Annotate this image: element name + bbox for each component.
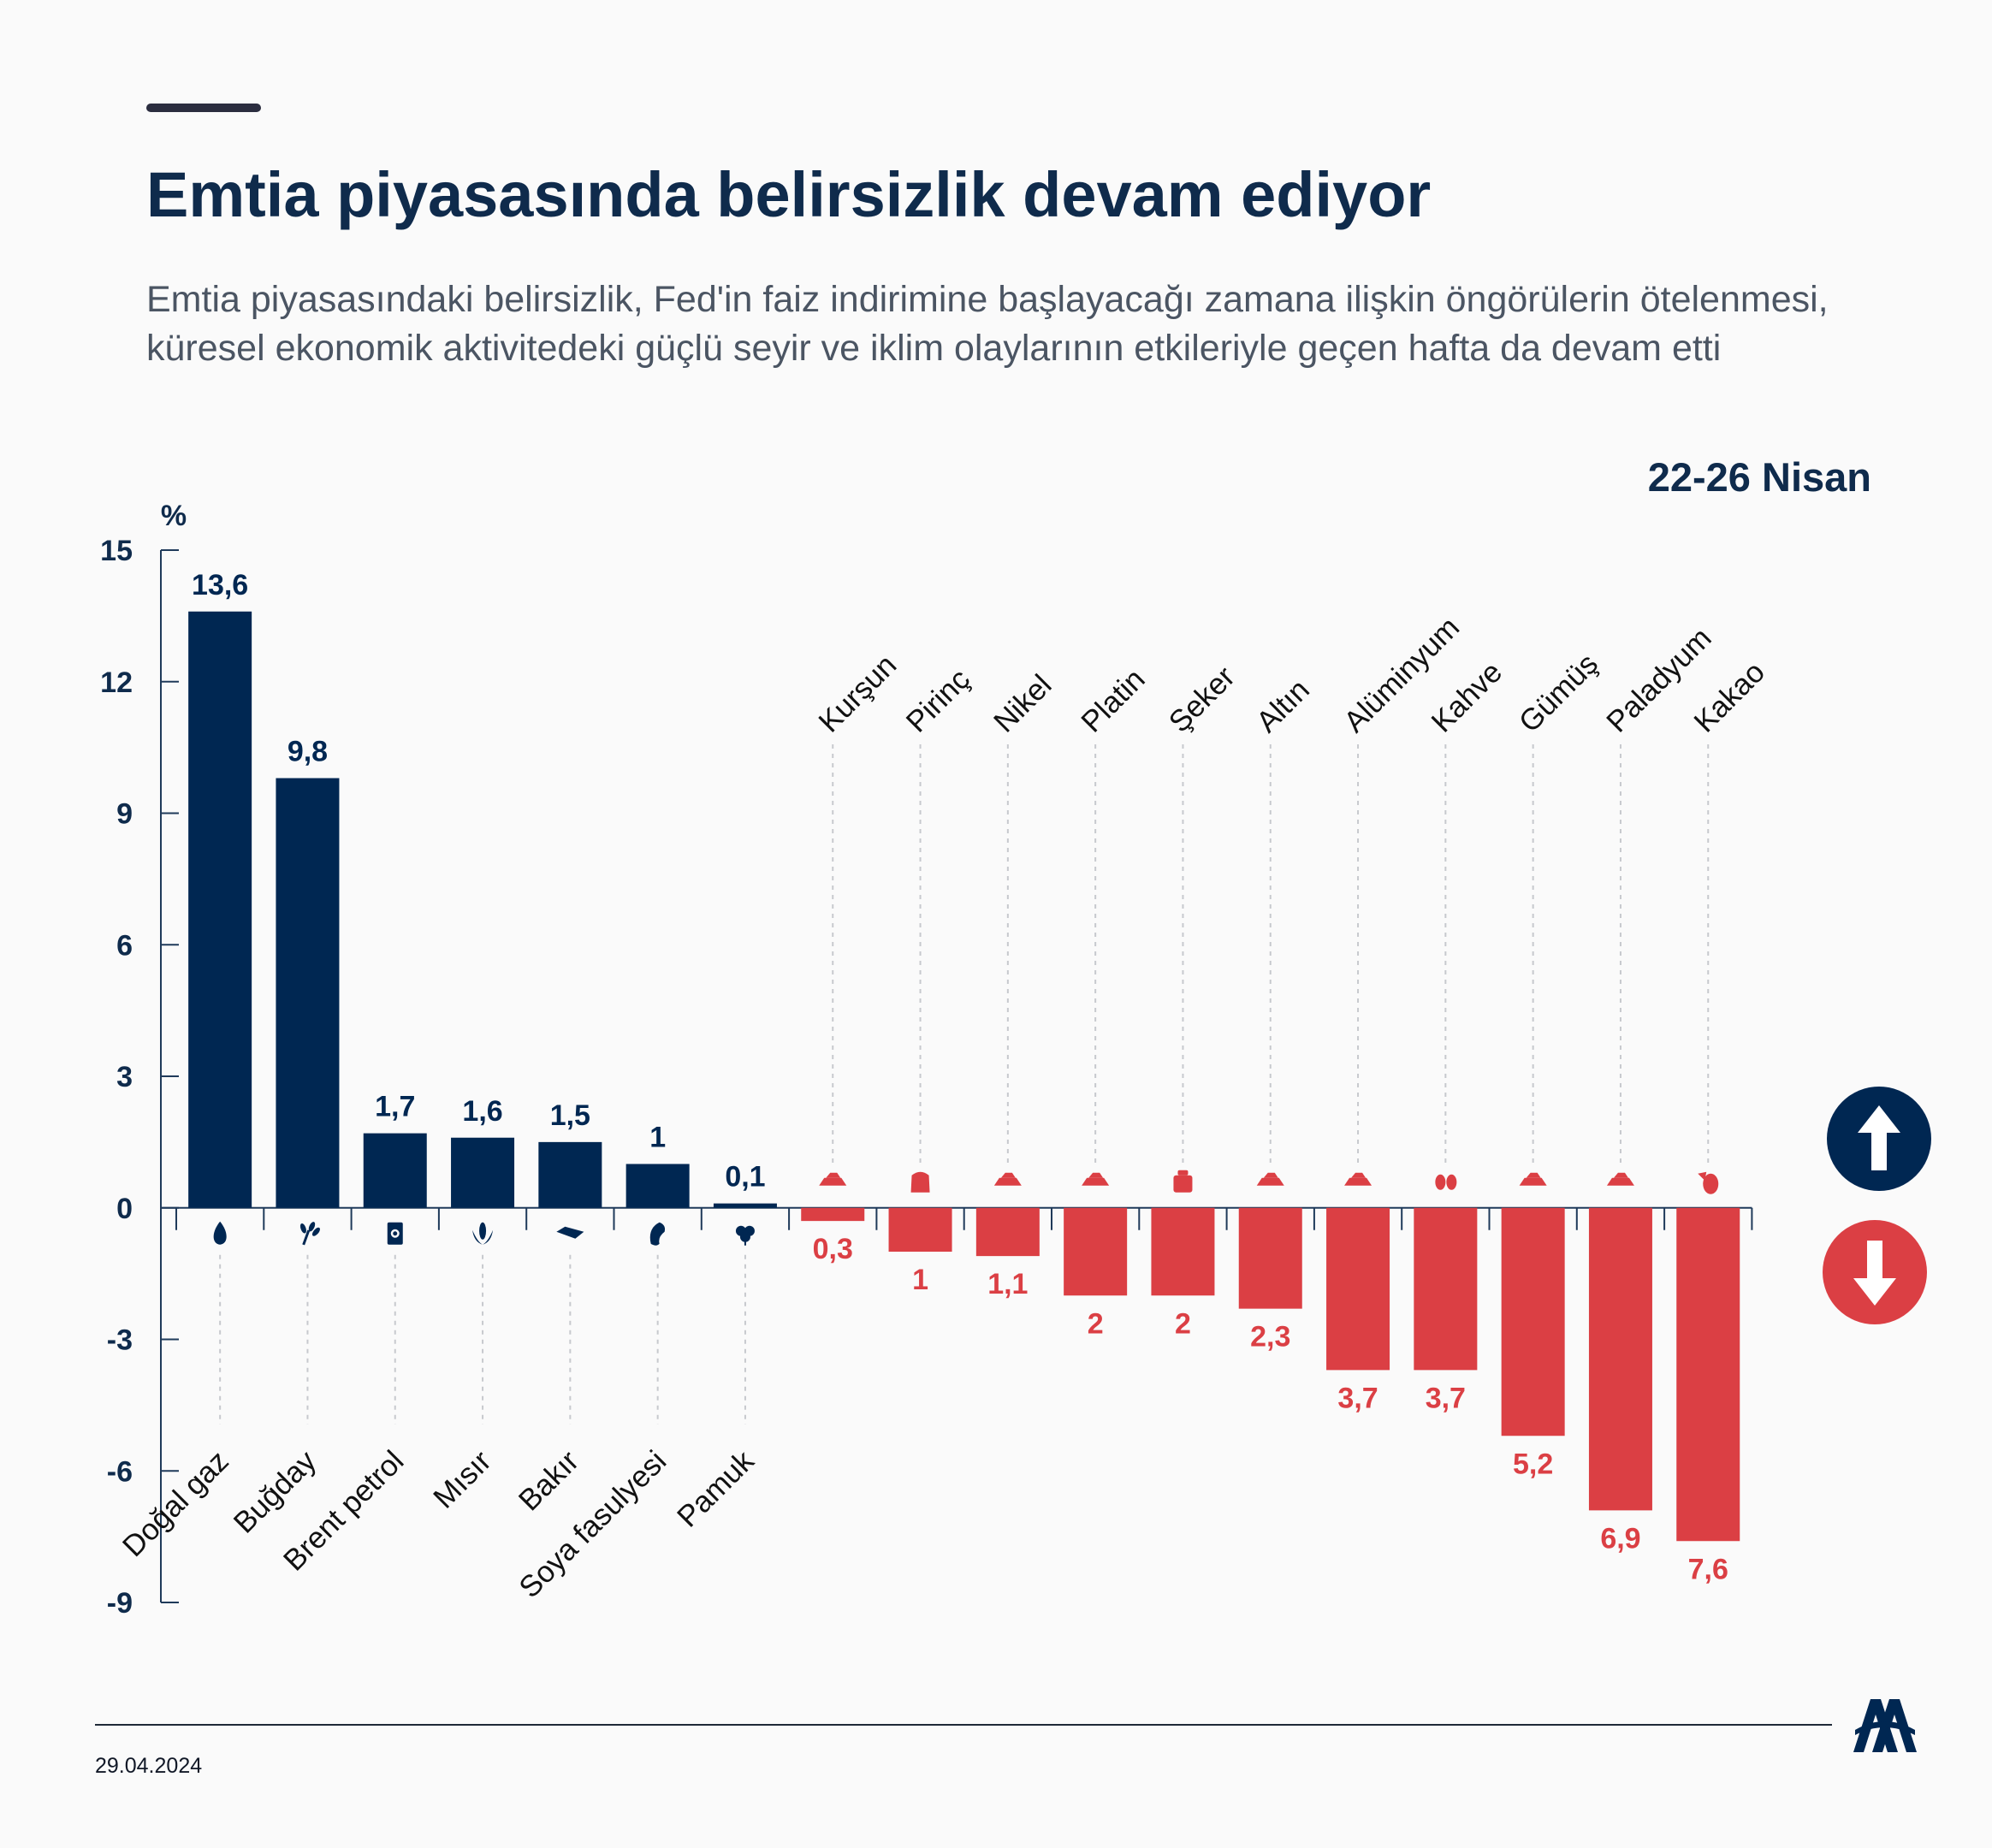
y-tick-label: -6: [107, 1455, 133, 1488]
y-tick-label: 9: [116, 798, 133, 831]
arrow-up-icon: [1858, 1105, 1900, 1170]
bar: [1238, 1207, 1302, 1309]
data-label: 0,1: [725, 1161, 765, 1194]
legend-decrease: [1823, 1220, 1927, 1324]
y-tick-label: 12: [100, 666, 133, 699]
category-label: Pamuk: [671, 1444, 761, 1534]
y-tick-label: 0: [116, 1193, 133, 1225]
metal-ingot-icon: [1344, 1172, 1372, 1186]
bar: [888, 1207, 952, 1252]
data-label: 1,1: [987, 1268, 1028, 1300]
data-label: 2: [1175, 1307, 1191, 1340]
arrow-down-icon: [1853, 1241, 1896, 1306]
data-label: 13,6: [192, 569, 248, 601]
data-label: 6,9: [1600, 1522, 1640, 1555]
data-label: 0,3: [813, 1233, 853, 1265]
category-label: Bakır: [513, 1444, 586, 1518]
bar: [1676, 1207, 1740, 1542]
category-label: Nikel: [987, 668, 1058, 739]
sugar-sack-icon: [1173, 1170, 1193, 1193]
footer-divider: [95, 1724, 1832, 1726]
bar: [1326, 1207, 1390, 1371]
y-tick-label: 15: [100, 535, 133, 567]
date-range: 22-26 Nisan: [1647, 454, 1871, 500]
data-label: 1,7: [375, 1091, 415, 1123]
bar: [1414, 1207, 1478, 1371]
cotton-icon: [735, 1225, 755, 1246]
bar: [625, 1164, 690, 1208]
metal-ingot-icon: [1082, 1172, 1110, 1186]
coffee-bean-icon: [1435, 1174, 1457, 1190]
category-label: Altın: [1250, 673, 1316, 739]
wheat-icon: [299, 1222, 320, 1246]
data-label: 1: [912, 1264, 928, 1296]
metal-ingot-icon: [819, 1172, 847, 1186]
data-label: 1,5: [550, 1099, 590, 1132]
bar: [1588, 1207, 1652, 1511]
metal-ingot-icon: [1519, 1172, 1547, 1186]
flame-icon: [213, 1221, 227, 1245]
bar: [713, 1203, 777, 1208]
data-label: 9,8: [288, 736, 328, 768]
data-label: 7,6: [1688, 1553, 1728, 1585]
y-tick-label: 6: [116, 929, 133, 962]
y-tick-label: -9: [107, 1587, 133, 1620]
bar: [1064, 1207, 1128, 1296]
cocoa-pod-icon: [1698, 1171, 1719, 1194]
category-label: Kakao: [1687, 655, 1771, 739]
bar: [538, 1141, 602, 1208]
y-tick-label: 3: [116, 1061, 133, 1093]
page-title: Emtia piyasasında belirsizlik devam ediy…: [146, 159, 1432, 230]
data-label: 1,6: [462, 1095, 502, 1128]
rice-sack-icon: [910, 1171, 930, 1193]
category-label: Platin: [1075, 662, 1151, 738]
category-label: Doğal gaz: [116, 1444, 235, 1563]
metal-ingot-icon: [1606, 1172, 1634, 1186]
data-label: 3,7: [1426, 1382, 1466, 1414]
category-label: Kurşun: [812, 649, 903, 739]
bar: [1501, 1207, 1565, 1436]
bar: [276, 778, 340, 1208]
data-label: 2,3: [1250, 1321, 1290, 1353]
oil-barrel-icon: [387, 1222, 403, 1245]
accent-bar: [146, 104, 261, 112]
bar: [975, 1207, 1040, 1257]
category-label: Şeker: [1163, 660, 1242, 738]
subtitle-line-2: küresel ekonomik aktivitedeki güçlü seyi…: [146, 328, 1722, 369]
y-tick-label: -3: [107, 1324, 133, 1357]
bar: [451, 1137, 515, 1208]
category-label: Pirinç: [900, 662, 976, 738]
y-axis-unit: %: [161, 500, 187, 532]
bar: [1151, 1207, 1215, 1296]
category-label: Kahve: [1425, 655, 1509, 739]
footer-date: 29.04.2024: [95, 1754, 203, 1778]
corn-icon: [472, 1222, 494, 1245]
data-label: 1: [649, 1122, 666, 1154]
copper-icon: [556, 1226, 584, 1239]
aa-logo: [1853, 1699, 1917, 1752]
category-label: Mısır: [427, 1444, 498, 1515]
metal-ingot-icon: [1256, 1172, 1284, 1186]
data-label: 3,7: [1337, 1382, 1378, 1414]
category-label: Gümüş: [1513, 647, 1604, 738]
soybean-icon: [649, 1222, 666, 1246]
legend-increase: [1827, 1087, 1931, 1191]
bar: [363, 1133, 427, 1208]
subtitle-line-1: Emtia piyasasındaki belirsizlik, Fed'in …: [146, 279, 1829, 320]
data-label: 5,2: [1513, 1448, 1553, 1480]
bar: [801, 1207, 865, 1222]
data-label: 2: [1088, 1307, 1104, 1340]
metal-ingot-icon: [993, 1172, 1022, 1186]
page-subtitle: Emtia piyasasındaki belirsizlik, Fed'in …: [146, 275, 1900, 373]
bar: [188, 611, 252, 1208]
